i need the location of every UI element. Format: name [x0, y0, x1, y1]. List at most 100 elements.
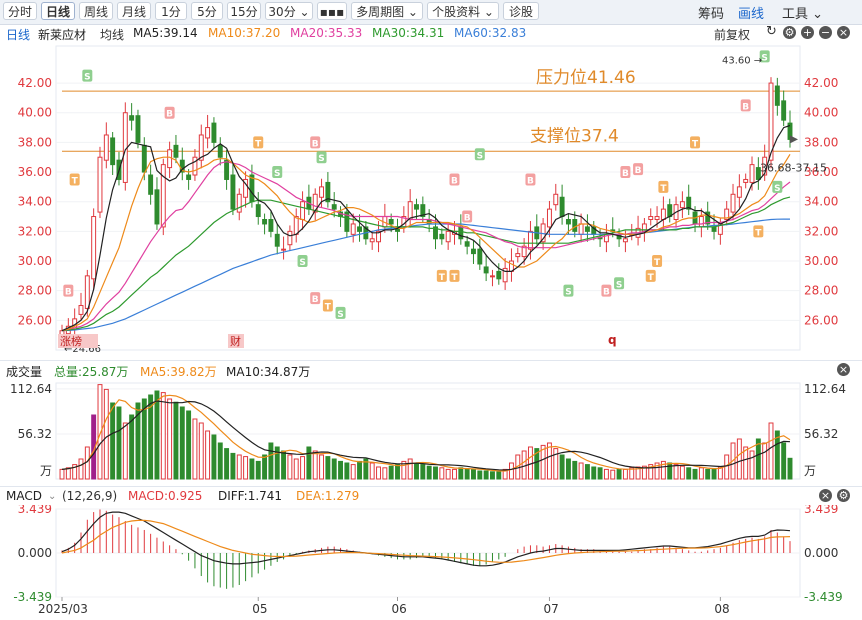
signal-marker	[474, 148, 485, 161]
candle-body	[521, 245, 527, 258]
volume-bar	[167, 398, 173, 480]
candle-body	[369, 238, 375, 243]
signal-marker-label: S	[616, 280, 622, 290]
volume-bar	[490, 471, 495, 480]
y-tick-label: 0.000	[18, 546, 52, 560]
signal-marker	[63, 284, 74, 297]
volume-bar	[686, 467, 692, 480]
volume-bar	[401, 460, 407, 480]
volume-bar	[312, 450, 318, 480]
volume-bar	[496, 471, 502, 480]
chips-button[interactable]: 筹码	[698, 7, 725, 22]
candle-body	[129, 115, 135, 121]
candle-body	[622, 238, 628, 243]
volume-bar	[705, 468, 711, 480]
candle-body	[730, 193, 736, 213]
candle-body	[698, 216, 704, 228]
candle-body	[743, 178, 749, 183]
candle-body	[584, 226, 590, 232]
y-tick-label-right: 40.00	[804, 106, 838, 120]
volume-bar	[452, 468, 457, 480]
zoom-out-icon[interactable]: −	[819, 26, 832, 39]
period-button-11[interactable]: 诊股	[503, 2, 539, 20]
period-button-5[interactable]: 5分	[191, 2, 223, 20]
signal-marker	[614, 277, 625, 290]
signal-marker-label: T	[439, 273, 446, 283]
close-icon[interactable]: ×	[837, 26, 850, 39]
candle-body	[281, 248, 287, 251]
period-button-0[interactable]: 分时	[3, 2, 37, 20]
signal-marker-label: B	[312, 295, 319, 305]
signal-marker	[658, 180, 669, 193]
period-button-9[interactable]: 多周期图 ⌄	[351, 2, 423, 20]
signal-marker-label: S	[761, 53, 767, 63]
signal-marker-label: S	[318, 154, 324, 164]
candle-body	[546, 208, 552, 228]
signal-marker	[620, 166, 631, 179]
volume-bar	[629, 467, 635, 480]
event-tag-label: 财	[230, 334, 241, 348]
volume-bar	[173, 401, 179, 480]
volume-bar	[249, 458, 255, 480]
volume-bar	[433, 466, 438, 480]
candle-body	[755, 167, 761, 180]
ma-label[interactable]: 均线	[100, 28, 125, 42]
draw-line-button[interactable]: 画线	[738, 7, 765, 22]
period-button-6[interactable]: 15分	[227, 2, 261, 20]
volume-ma5: MA5:39.82万	[140, 365, 217, 379]
signal-marker	[690, 136, 701, 149]
signal-marker-label: T	[325, 303, 332, 313]
macd-settings-icon[interactable]: ⚙	[837, 489, 850, 502]
volume-bar	[591, 466, 597, 480]
candle-body	[502, 267, 508, 283]
candle-body	[388, 219, 394, 225]
candle-body	[515, 253, 521, 258]
period-label: 日线	[6, 28, 31, 42]
signal-marker-label: T	[755, 228, 762, 238]
zoom-in-icon[interactable]: +	[801, 26, 814, 39]
candle-body	[774, 85, 780, 106]
volume-bar	[382, 467, 388, 480]
volume-chart[interactable]: 112.64 112.64 56.32 56.32 万 万	[0, 379, 862, 484]
candle-body	[110, 137, 116, 166]
volume-bar	[483, 470, 489, 480]
signal-marker	[645, 269, 656, 282]
candle-body	[148, 174, 154, 195]
y-tick-label-right: 38.00	[804, 135, 838, 149]
settings-icon[interactable]: ⚙	[783, 26, 796, 39]
volume-ma5-line	[61, 394, 791, 472]
period-button-8[interactable]: ▪▪▪	[317, 2, 347, 20]
volume-bar	[369, 462, 375, 480]
volume-bar	[338, 460, 344, 480]
macd-close-icon[interactable]: ×	[819, 489, 832, 502]
volume-bar	[673, 464, 679, 480]
volume-bar	[768, 422, 774, 480]
candle-body	[572, 219, 578, 232]
period-button-4[interactable]: 1分	[155, 2, 187, 20]
macd-dropdown-icon[interactable]: ⌄	[48, 491, 57, 502]
volume-bar	[103, 388, 109, 480]
candle-body	[312, 193, 318, 213]
reset-icon[interactable]: ↻	[766, 24, 777, 39]
period-button-1[interactable]: 日线	[41, 2, 75, 20]
candle-body	[186, 174, 192, 180]
period-button-2[interactable]: 周线	[79, 2, 113, 20]
y-tick-label: 32.00	[18, 224, 52, 238]
candle-body	[78, 305, 84, 315]
candle-body	[211, 122, 217, 143]
volume-bar	[458, 467, 464, 480]
tools-menu-button[interactable]: 工具 ⌄	[782, 7, 824, 22]
kline-chart[interactable]: 26.00 26.00 28.00 28.00 30.00 30.00 32.00 32.00…	[0, 42, 862, 360]
period-button-10[interactable]: 个股资料 ⌄	[427, 2, 499, 20]
candle-body	[274, 233, 280, 247]
period-button-7[interactable]: 30分 ⌄	[265, 2, 313, 20]
x-tick-label: 2025/03	[38, 602, 88, 616]
period-button-3[interactable]: 月线	[117, 2, 151, 20]
adjust-mode[interactable]: 前复权	[714, 28, 751, 42]
volume-bar	[224, 448, 230, 480]
volume-bar	[654, 462, 660, 480]
volume-close-icon[interactable]: ×	[837, 363, 850, 376]
volume-bar	[287, 454, 293, 480]
candle-body	[224, 159, 230, 180]
